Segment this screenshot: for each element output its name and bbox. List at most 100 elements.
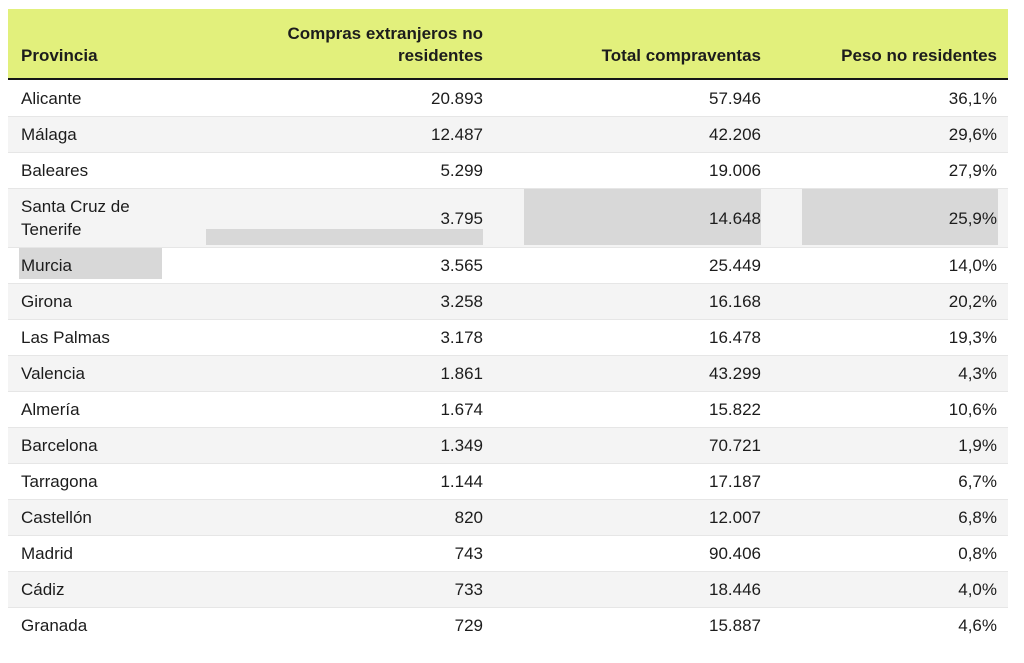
cell-text: 57.946 xyxy=(709,88,761,108)
value-cell: 729 xyxy=(205,608,524,643)
cell-text: 20,2% xyxy=(948,292,997,311)
value-cell: 820 xyxy=(205,500,524,535)
column-header-2: Compras extranjeros no residentes xyxy=(205,23,524,78)
value-cell: 19.006 xyxy=(524,153,802,188)
province-cell: Cádiz xyxy=(8,572,205,607)
value-cell: 43.299 xyxy=(524,356,802,391)
province-cell: Baleares xyxy=(8,153,205,188)
cell-text: Barcelona xyxy=(21,436,98,455)
value-cell: 57.946 xyxy=(524,81,802,116)
value-cell: 17.187 xyxy=(524,464,802,499)
value-cell: 4,6% xyxy=(802,608,1008,643)
cell-text: 4,3% xyxy=(958,364,997,383)
value-cell: 20,2% xyxy=(802,284,1008,319)
table-row: Valencia 1.861 43.299 4,3% xyxy=(8,355,1008,391)
cell-text: 19.006 xyxy=(709,161,761,180)
cell-text: 1.674 xyxy=(440,400,483,419)
cell-text: 6,7% xyxy=(958,472,997,491)
cell-text: 3.258 xyxy=(440,292,483,311)
cell-text: 36,1% xyxy=(948,88,997,108)
province-cell: Barcelona xyxy=(8,428,205,463)
cell-text: 733 xyxy=(454,580,483,599)
province-cell: Alicante xyxy=(8,81,205,116)
cell-text: 25.449 xyxy=(709,256,761,275)
selection-highlight-peso xyxy=(802,189,998,245)
value-cell: 3.795 xyxy=(205,201,524,236)
province-cell: Murcia xyxy=(8,248,205,283)
cell-text: 15.887 xyxy=(709,616,761,635)
cell-text: 16.478 xyxy=(709,328,761,347)
provinces-table: Provincia Compras extranjeros no resident… xyxy=(8,9,1008,643)
selection-highlight-murcia xyxy=(19,248,162,279)
cell-text: 27,9% xyxy=(948,161,997,180)
cell-text: 10,6% xyxy=(948,400,997,419)
cell-text: Santa Cruz de Tenerife xyxy=(21,197,130,239)
value-cell: 1.674 xyxy=(205,392,524,427)
cell-text: 29,6% xyxy=(948,125,997,144)
cell-text: 20.893 xyxy=(431,88,483,108)
table-row: Cádiz 733 18.446 4,0% xyxy=(8,571,1008,607)
cell-text: Castellón xyxy=(21,508,92,527)
cell-text: 4,6% xyxy=(958,616,997,635)
cell-text: Granada xyxy=(21,616,88,635)
cell-text: 19,3% xyxy=(948,328,997,347)
table-row: Granada 729 15.887 4,6% xyxy=(8,607,1008,643)
column-header-1: Provincia xyxy=(8,45,205,78)
column-header-label: Provincia xyxy=(21,46,98,65)
value-cell: 12.007 xyxy=(524,500,802,535)
province-cell: Málaga xyxy=(8,117,205,152)
table-row: Alicante 20.893 57.946 36,1% xyxy=(8,80,1008,116)
cell-text: 1.144 xyxy=(440,472,483,491)
cell-text: 14,0% xyxy=(948,256,997,275)
value-cell: 1.144 xyxy=(205,464,524,499)
cell-text: 1.349 xyxy=(440,436,483,455)
cell-text: 90.406 xyxy=(709,544,761,563)
cell-text: 0,8% xyxy=(958,544,997,563)
table-row: Las Palmas 3.178 16.478 19,3% xyxy=(8,319,1008,355)
cell-text: 3.795 xyxy=(440,208,483,228)
cell-text: Tarragona xyxy=(21,472,98,491)
value-cell: 743 xyxy=(205,536,524,571)
cell-text: 43.299 xyxy=(709,364,761,383)
value-cell: 15.822 xyxy=(524,392,802,427)
cell-text: 25,9% xyxy=(948,208,997,228)
value-cell: 1.861 xyxy=(205,356,524,391)
column-header-label: Compras extranjeros no residentes xyxy=(287,24,483,65)
value-cell: 6,7% xyxy=(802,464,1008,499)
value-cell: 3.258 xyxy=(205,284,524,319)
value-cell: 12.487 xyxy=(205,117,524,152)
value-cell: 27,9% xyxy=(802,153,1008,188)
value-cell: 20.893 xyxy=(205,81,524,116)
value-cell: 16.478 xyxy=(524,320,802,355)
table-header-row: Provincia Compras extranjeros no resident… xyxy=(8,9,1008,80)
cell-text: Málaga xyxy=(21,125,77,144)
cell-text: Girona xyxy=(21,292,73,311)
cell-text: 17.187 xyxy=(709,472,761,491)
value-cell: 19,3% xyxy=(802,320,1008,355)
value-cell: 16.168 xyxy=(524,284,802,319)
cell-text: Madrid xyxy=(21,544,73,563)
column-header-label: Total compraventas xyxy=(601,46,761,65)
column-header-3: Total compraventas xyxy=(524,45,802,78)
cell-text: 1,9% xyxy=(958,436,997,455)
value-cell: 25.449 xyxy=(524,248,802,283)
value-cell: 1,9% xyxy=(802,428,1008,463)
cell-text: 5.299 xyxy=(440,161,483,180)
value-cell: 42.206 xyxy=(524,117,802,152)
column-header-4: Peso no residentes xyxy=(802,45,1008,78)
cell-text: 15.822 xyxy=(709,400,761,419)
value-cell: 36,1% xyxy=(802,81,1008,116)
value-cell: 14.648 xyxy=(524,201,802,236)
cell-text: 3.178 xyxy=(440,328,483,347)
province-cell: Valencia xyxy=(8,356,205,391)
cell-text: 18.446 xyxy=(709,580,761,599)
table-row: Girona 3.258 16.168 20,2% xyxy=(8,283,1008,319)
cell-text: 42.206 xyxy=(709,125,761,144)
table-row: Castellón 820 12.007 6,8% xyxy=(8,499,1008,535)
cell-text: Baleares xyxy=(21,161,89,180)
cell-text: Almería xyxy=(21,400,80,419)
cell-text: Valencia xyxy=(21,364,85,383)
cell-text: Alicante xyxy=(21,88,82,108)
table-row: Almería 1.674 15.822 10,6% xyxy=(8,391,1008,427)
cell-text: Cádiz xyxy=(21,580,65,599)
